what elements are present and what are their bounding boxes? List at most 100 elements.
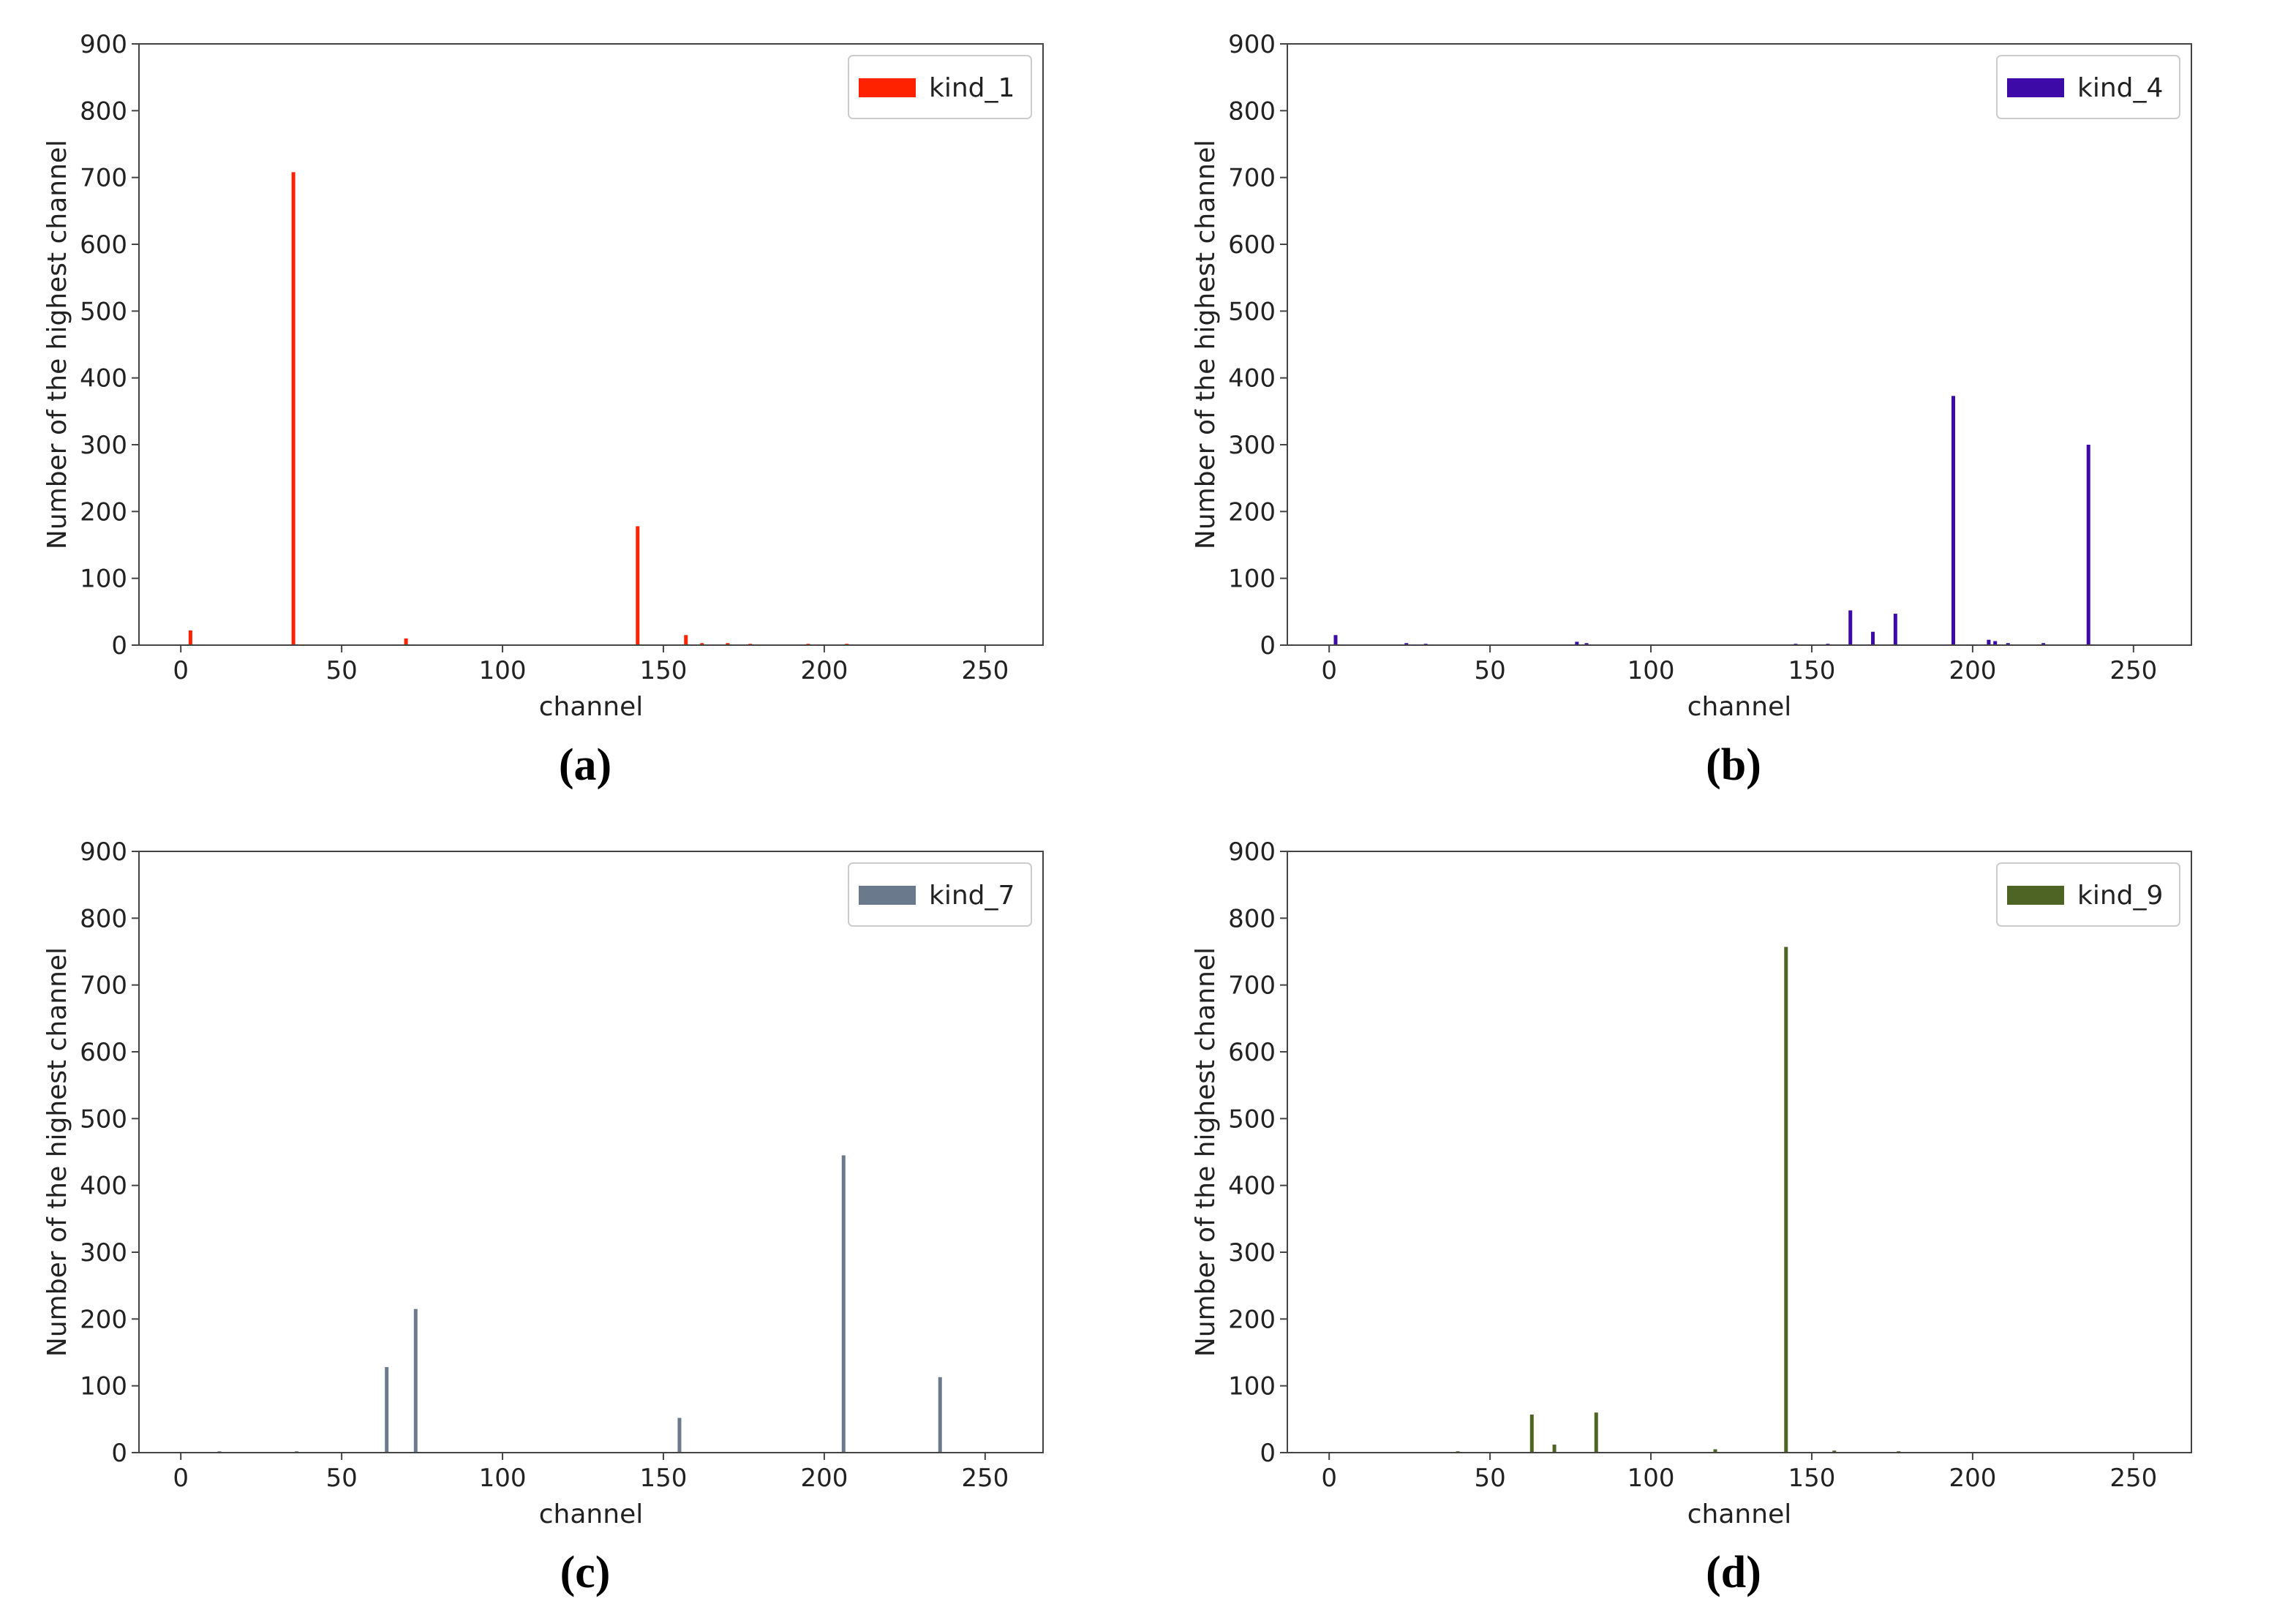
bar-chart-c: 0 100 200 300 400 500 600 700 800 900 0 50 100 150 200… [42, 837, 1044, 1597]
x-tick-label: 200 [800, 656, 848, 685]
y-tick-label: 600 [80, 230, 127, 260]
legend-label: kind_7 [929, 881, 1015, 911]
bar-kind_4 [1871, 631, 1875, 645]
y-tick-label: 0 [1260, 1439, 1276, 1468]
x-tick-label: 200 [800, 1464, 848, 1493]
y-tick-label: 400 [1228, 364, 1276, 394]
x-tick-label: 0 [173, 1464, 189, 1493]
x-tick-label: 150 [1788, 1464, 1836, 1493]
bar-kind_9 [1832, 1450, 1837, 1453]
x-tick-label: 200 [1949, 656, 1996, 685]
legend-swatch [859, 886, 916, 905]
bar-kind_4 [1987, 639, 1991, 645]
x-tick-label: 50 [325, 1464, 357, 1493]
x-tick-label: 0 [173, 656, 189, 685]
x-tick-label: 100 [1627, 1464, 1675, 1493]
y-tick-label: 500 [80, 1104, 127, 1134]
x-tick-label: 150 [640, 1464, 688, 1493]
legend-label: kind_4 [2077, 73, 2163, 103]
y-tick-label: 0 [111, 631, 127, 660]
chart-panel-b: 0 100 200 300 400 500 600 700 800 900 0 50 100 150 200… [1148, 0, 2289, 807]
y-tick-label: 900 [1228, 30, 1276, 59]
chart-panel-d: 0 100 200 300 400 500 600 700 800 900 0 50 100 150 200… [1148, 807, 2289, 1615]
plot-area [139, 44, 1043, 645]
bar-kind_7 [677, 1418, 682, 1453]
y-tick-label: 700 [80, 164, 127, 193]
legend-swatch [2007, 886, 2064, 905]
bar-kind_1 [684, 635, 688, 645]
y-tick-label: 300 [80, 1238, 127, 1268]
y-tick-label: 900 [80, 837, 127, 867]
plot-frame [1287, 851, 2192, 1453]
plot-frame [1287, 43, 2192, 646]
bar-kind_4 [2006, 643, 2010, 645]
x-axis-label: channel [1687, 692, 1791, 722]
x-tick-label: 0 [1321, 1464, 1337, 1493]
x-tick-label: 200 [1949, 1464, 1996, 1493]
bar-kind_4 [2086, 445, 2090, 645]
y-tick-label: 500 [1228, 297, 1276, 326]
legend: kind_7 [848, 862, 1032, 927]
bar-kind_1 [726, 643, 730, 645]
y-tick-label: 800 [1228, 97, 1276, 126]
panel-caption: (c) [560, 1548, 611, 1597]
bar-kind_1 [636, 526, 640, 645]
x-axis-label: channel [1687, 1499, 1791, 1529]
y-tick-label: 400 [1228, 1172, 1276, 1201]
y-tick-label: 400 [80, 1172, 127, 1201]
legend-swatch [859, 78, 916, 97]
legend: kind_4 [1996, 55, 2180, 119]
x-tick-label: 50 [1474, 1464, 1505, 1493]
legend-label: kind_1 [929, 73, 1015, 103]
y-tick-label: 0 [111, 1439, 127, 1468]
bar-kind_4 [1333, 635, 1338, 645]
bar-kind_7 [385, 1367, 389, 1453]
x-tick-label: 150 [640, 656, 688, 685]
y-tick-label: 300 [1228, 1238, 1276, 1268]
y-tick-label: 200 [1228, 497, 1276, 527]
chart-panel-c: 0 100 200 300 400 500 600 700 800 900 0 50 100 150 200… [0, 807, 1141, 1615]
plot-area [1287, 851, 2191, 1453]
bar-kind_7 [841, 1155, 846, 1453]
y-tick-label: 700 [1228, 971, 1276, 1001]
y-tick-label: 900 [1228, 837, 1276, 867]
panel-caption: (b) [1706, 740, 1761, 790]
bar-kind_7 [938, 1377, 942, 1453]
legend: kind_1 [848, 55, 1032, 119]
x-axis-label: channel [539, 1499, 643, 1529]
panel-caption: (d) [1706, 1548, 1761, 1597]
bar-kind_1 [404, 638, 408, 645]
y-tick-label: 700 [1228, 164, 1276, 193]
plot-frame [138, 851, 1044, 1453]
y-tick-label: 300 [1228, 431, 1276, 460]
bar-kind_9 [1552, 1445, 1557, 1453]
y-tick-label: 200 [80, 497, 127, 527]
x-axis-label: channel [539, 692, 643, 722]
bar-kind_4 [1584, 643, 1589, 645]
y-tick-label: 500 [1228, 1104, 1276, 1134]
bar-kind_4 [1993, 641, 1998, 645]
bar-chart-a: 0 100 200 300 400 500 600 700 800 900 0 50 100 150 200… [42, 30, 1044, 790]
plot-frame [138, 43, 1044, 646]
y-tick-label: 200 [1228, 1305, 1276, 1334]
x-tick-label: 50 [1474, 656, 1505, 685]
x-tick-label: 250 [2109, 1464, 2157, 1493]
bar-chart-d: 0 100 200 300 400 500 600 700 800 900 0 50 100 150 200… [1191, 837, 2192, 1597]
y-tick-label: 600 [80, 1038, 127, 1067]
y-tick-label: 600 [1228, 1038, 1276, 1067]
legend-box [848, 55, 1032, 119]
legend-box [1996, 862, 2180, 927]
plot-area [139, 851, 1043, 1453]
bar-kind_9 [1529, 1414, 1534, 1453]
bar-kind_4 [1404, 643, 1409, 645]
y-tick-label: 700 [80, 971, 127, 1001]
x-tick-label: 100 [479, 656, 527, 685]
bar-kind_4 [1848, 610, 1853, 645]
legend: kind_9 [1996, 862, 2180, 927]
legend-box [1996, 55, 2180, 119]
bar-kind_1 [700, 643, 704, 645]
y-tick-label: 100 [80, 1372, 127, 1401]
legend-swatch [2007, 78, 2064, 97]
y-axis-label: Number of the highest channel [1191, 947, 1221, 1357]
legend-label: kind_9 [2077, 881, 2163, 911]
